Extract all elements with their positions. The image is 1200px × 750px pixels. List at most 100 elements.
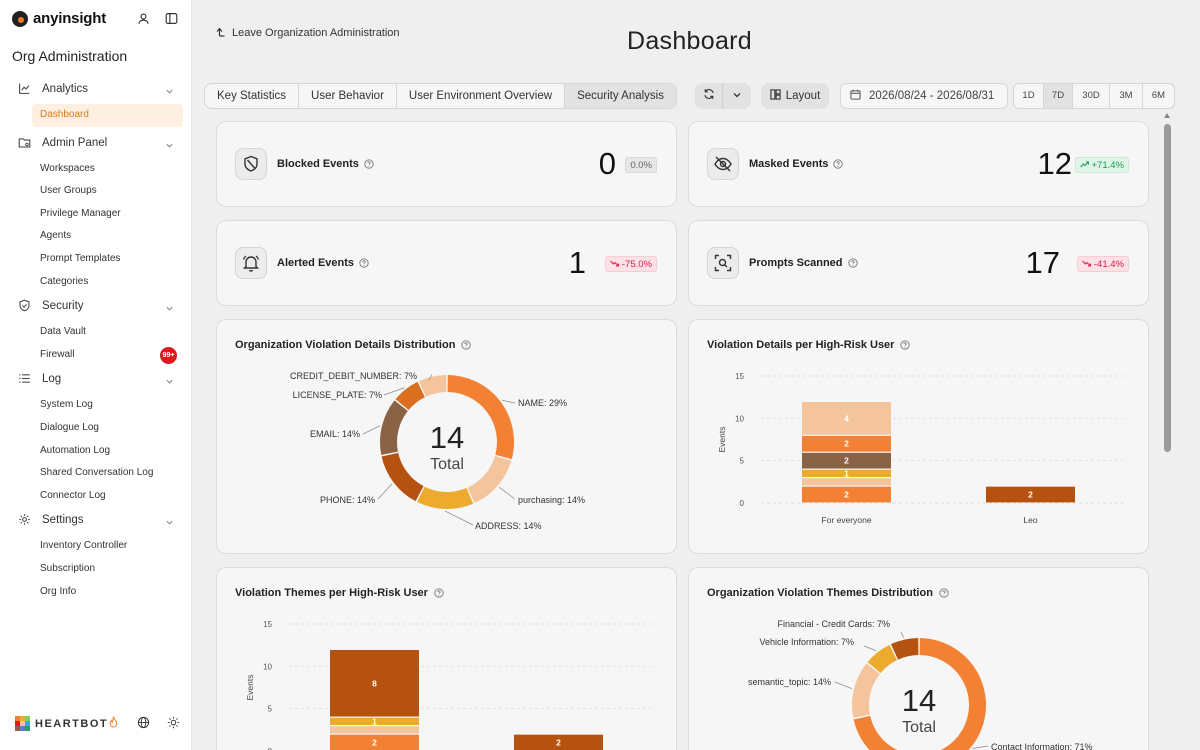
help-icon[interactable] [461, 340, 472, 350]
stat-value: 12 [1037, 146, 1072, 181]
tab-user-environment-overview[interactable]: User Environment Overview [397, 84, 566, 108]
sidebar-item-org-info[interactable]: Org Info [40, 585, 77, 597]
page-title: Dashboard [627, 27, 753, 55]
sidebar-item-shared-conversation-log[interactable]: Shared Conversation Log [40, 467, 154, 479]
dashboard-tabs: Key Statistics User Behavior User Enviro… [204, 83, 677, 109]
sidebar-item-privilege-manager[interactable]: Privilege Manager [40, 207, 121, 219]
sidebar-toggle-icon[interactable] [163, 10, 179, 26]
scroll-up-arrow-icon[interactable] [1164, 113, 1170, 118]
help-icon[interactable] [359, 258, 369, 268]
stat-label: Masked Events [749, 158, 844, 170]
sidebar-item-firewall[interactable]: Firewall 99+ [0, 344, 192, 367]
date-range-picker[interactable]: 2026/08/24 - 2026/08/31 [840, 83, 1008, 109]
sidebar-item-dashboard[interactable]: Dashboard [32, 104, 183, 127]
slice-label: ADDRESS: 14% [475, 521, 542, 531]
help-icon[interactable] [939, 588, 949, 598]
sidebar-item-user-groups[interactable]: User Groups [40, 185, 97, 197]
donut-center-label: Total [430, 456, 464, 473]
sidebar-group-label: Admin Panel [42, 136, 108, 149]
leader-line [362, 425, 381, 435]
slice-label: Vehicle Information: 7% [759, 637, 854, 647]
layout-label: Layout [785, 90, 821, 102]
eye-slash-icon [707, 148, 739, 180]
bar-value-label: 8 [372, 678, 377, 688]
sun-icon[interactable] [165, 714, 181, 730]
donut-slice [867, 644, 898, 674]
return-arrow-icon [216, 26, 226, 40]
bar-segment [802, 469, 891, 477]
help-icon[interactable] [900, 340, 911, 350]
sidebar-group-log[interactable]: Log [0, 368, 192, 390]
y-tick-label: 5 [268, 705, 273, 714]
stacked-bar-chart: 0 5 10 15 Events 2 1 2 2 4 For everyone 2 Leo [717, 372, 1126, 525]
brand[interactable]: anyinsight [12, 10, 106, 27]
y-tick-label: 15 [263, 620, 272, 629]
leader-line [377, 483, 393, 500]
sidebar-item-data-vault[interactable]: Data Vault [40, 326, 86, 338]
help-icon[interactable] [847, 258, 858, 268]
range-30d[interactable]: 30D [1073, 84, 1110, 108]
chevron-down-icon [165, 300, 174, 318]
help-icon[interactable] [434, 588, 444, 598]
sidebar-item-dialogue-log[interactable]: Dialogue Log [40, 421, 99, 433]
tab-key-statistics[interactable]: Key Statistics [205, 84, 300, 108]
help-icon[interactable] [364, 159, 374, 169]
sidebar-group-security[interactable]: Security [0, 295, 192, 317]
scan-search-icon [707, 247, 739, 279]
range-3m[interactable]: 3M [1110, 84, 1143, 108]
notification-badge: 99+ [160, 346, 177, 364]
x-tick-label: Leo [1023, 515, 1037, 525]
sidebar-group-label: Analytics [42, 83, 89, 95]
sidebar-group-admin-panel[interactable]: Admin Panel [0, 132, 192, 154]
bar-segment [514, 734, 603, 750]
trend-down-icon [610, 259, 619, 270]
sidebar-item-connector-log[interactable]: Connector Log [40, 489, 106, 501]
donut-slice [447, 375, 514, 460]
sidebar-item-prompt-templates[interactable]: Prompt Templates [40, 252, 121, 264]
flame-icon[interactable] [105, 714, 121, 730]
leave-organization-link[interactable]: Leave Organization Administration [216, 26, 400, 40]
sidebar-group-analytics[interactable]: Analytics [0, 78, 192, 100]
x-tick-label: For everyone [821, 515, 871, 525]
stat-label-text: Prompts Scanned [749, 257, 843, 269]
leader-line [444, 510, 474, 526]
y-axis-label: Events [245, 675, 255, 701]
tab-user-behavior[interactable]: User Behavior [299, 84, 397, 108]
bar-segment [330, 650, 419, 717]
refresh-options-dropdown[interactable] [723, 83, 751, 109]
donut-slice [467, 455, 512, 504]
sidebar-item-system-log[interactable]: System Log [40, 399, 93, 411]
refresh-button[interactable] [695, 83, 723, 109]
stat-label-text: Alerted Events [277, 257, 355, 269]
donut-center-value: 14 [902, 683, 936, 718]
chevron-down-icon [165, 83, 174, 101]
range-7d[interactable]: 7D [1044, 84, 1073, 108]
help-icon[interactable] [833, 159, 844, 169]
tab-security-analysis[interactable]: Security Analysis [565, 84, 676, 108]
chart-title: Organization Violation Details Distribut… [235, 339, 472, 351]
sidebar-item-categories[interactable]: Categories [40, 275, 89, 287]
globe-icon[interactable] [135, 714, 151, 730]
bell-icon [235, 247, 267, 279]
stat-delta-badge: +71.4% [1074, 157, 1129, 173]
layout-button[interactable]: Layout [761, 83, 829, 109]
sidebar-group-settings[interactable]: Settings [0, 509, 192, 531]
sidebar-group-label: Security [42, 300, 84, 313]
scrollbar-thumb[interactable] [1164, 124, 1171, 452]
sidebar-item-subscription[interactable]: Subscription [40, 562, 96, 574]
sidebar-item-automation-log[interactable]: Automation Log [40, 444, 111, 456]
user-icon[interactable] [135, 10, 151, 26]
stat-label: Alerted Events [277, 257, 369, 269]
donut-chart: Contact Information: 71% semantic_topic: … [748, 619, 1093, 750]
chart-title-text: Organization Violation Details Distribut… [235, 339, 456, 351]
sidebar-item-workspaces[interactable]: Workspaces [40, 162, 95, 174]
bar-value-label: 2 [372, 738, 377, 748]
slice-label: semantic_topic: 14% [748, 677, 831, 687]
sidebar-item-agents[interactable]: Agents [40, 230, 72, 242]
sidebar-item-inventory-controller[interactable]: Inventory Controller [40, 540, 128, 552]
footer-brand-name: HEARTBOT [35, 717, 109, 730]
bar-segment [330, 726, 419, 734]
donut-chart: NAME: 29% purchasing: 14% ADDRESS: 14% PHON… [290, 371, 585, 531]
range-6m[interactable]: 6M [1151, 90, 1166, 101]
range-1d[interactable]: 1D [1014, 84, 1044, 108]
